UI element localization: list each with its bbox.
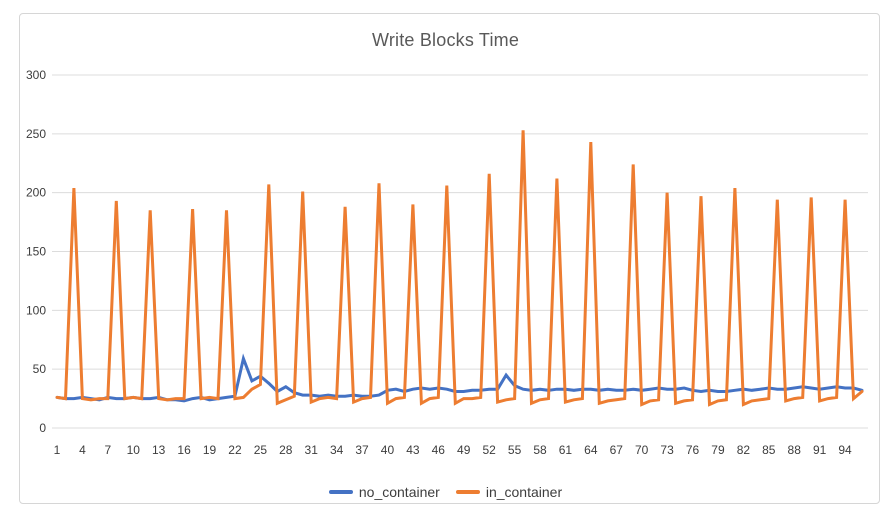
y-tick-label: 0 [39,421,46,435]
x-tick-label: 79 [711,443,725,457]
x-tick-label: 94 [838,443,852,457]
x-tick-label: 34 [330,443,344,457]
y-tick-label: 150 [26,245,46,259]
legend-label: no_container [358,484,440,500]
x-tick-label: 49 [457,443,471,457]
chart-title: Write Blocks Time [371,30,520,50]
x-tick-label: 91 [813,443,827,457]
y-tick-label: 250 [26,127,46,141]
legend-swatch-in_container [455,490,480,494]
x-tick-label: 64 [584,443,598,457]
x-tick-label: 31 [305,443,319,457]
x-tick-label: 22 [228,443,242,457]
chart-legend: no_container in_container [0,484,891,500]
legend-label: in_container [485,484,563,500]
x-tick-label: 40 [381,443,395,457]
x-tick-label: 43 [406,443,420,457]
x-tick-label: 16 [177,443,191,457]
series-line-in_container [55,130,864,407]
y-tick-label: 200 [26,186,46,200]
x-tick-label: 25 [254,443,268,457]
legend-swatch-no_container [328,490,353,494]
x-tick-label: 82 [737,443,751,457]
x-tick-label: 88 [788,443,802,457]
x-tick-label: 37 [355,443,369,457]
x-tick-label: 85 [762,443,776,457]
y-tick-label: 50 [33,362,47,376]
x-tick-label: 55 [508,443,522,457]
y-tick-label: 300 [26,68,46,82]
x-tick-label: 76 [686,443,700,457]
x-tick-label: 10 [127,443,141,457]
x-tick-label: 52 [482,443,496,457]
y-tick-label: 100 [26,303,46,317]
x-tick-label: 7 [104,443,111,457]
legend-item-no_container[interactable]: no_container [328,484,440,500]
x-tick-label: 58 [533,443,547,457]
x-tick-label: 19 [203,443,217,457]
x-tick-label: 13 [152,443,166,457]
x-tick-label: 73 [660,443,674,457]
x-tick-label: 28 [279,443,293,457]
x-tick-label: 70 [635,443,649,457]
x-tick-label: 46 [432,443,446,457]
legend-item-in_container[interactable]: in_container [455,484,563,500]
x-tick-label: 67 [610,443,624,457]
x-tick-label: 4 [79,443,86,457]
x-tick-label: 1 [54,443,61,457]
x-tick-label: 61 [559,443,573,457]
